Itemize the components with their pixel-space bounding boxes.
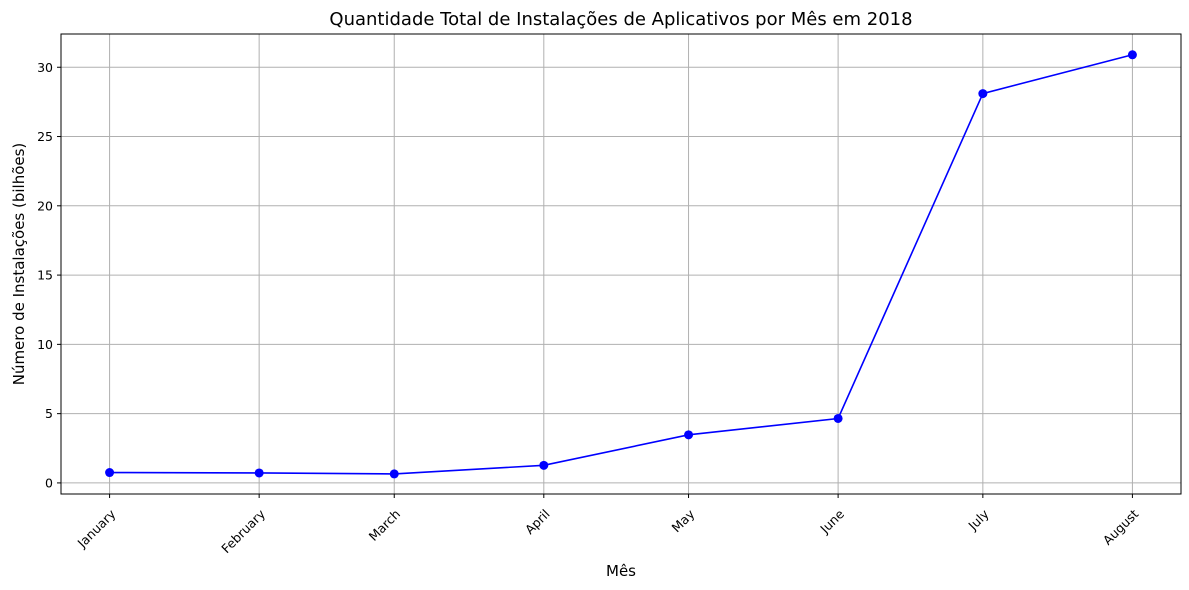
data-point bbox=[389, 469, 399, 479]
data-point bbox=[254, 468, 264, 478]
x-axis: January February March April May June July Augu… bbox=[74, 494, 1142, 556]
x-tick-label: June bbox=[816, 506, 847, 537]
y-tick-label: 0 bbox=[45, 475, 53, 490]
y-axis-label: Número de Instalações (bilhões) bbox=[10, 143, 28, 386]
grid bbox=[61, 34, 1181, 494]
x-tick-label: February bbox=[218, 506, 268, 556]
series-line bbox=[109, 54, 1133, 475]
x-tick-label: January bbox=[74, 506, 119, 551]
data-point bbox=[539, 460, 549, 470]
x-tick-label: April bbox=[522, 506, 553, 537]
y-tick-label: 20 bbox=[37, 198, 53, 213]
data-point bbox=[978, 89, 988, 99]
y-tick-label: 10 bbox=[37, 337, 53, 352]
y-tick-label: 5 bbox=[45, 406, 53, 421]
x-axis-label: Mês bbox=[606, 562, 636, 580]
data-point bbox=[833, 413, 843, 423]
x-tick-label: July bbox=[965, 506, 993, 534]
y-axis: 0 5 10 15 20 25 30 bbox=[37, 60, 61, 490]
x-tick-label: May bbox=[669, 506, 698, 535]
x-tick-label: March bbox=[366, 506, 404, 544]
data-point bbox=[684, 430, 694, 440]
y-tick-label: 15 bbox=[37, 268, 53, 283]
series-group bbox=[105, 50, 1137, 479]
y-tick-label: 25 bbox=[37, 129, 53, 144]
chart-title: Quantidade Total de Instalações de Aplic… bbox=[329, 9, 912, 30]
data-point bbox=[1127, 50, 1137, 60]
data-point bbox=[105, 468, 115, 478]
x-tick-label: August bbox=[1100, 506, 1142, 548]
y-tick-label: 30 bbox=[37, 60, 53, 75]
plot-frame bbox=[60, 33, 1182, 495]
